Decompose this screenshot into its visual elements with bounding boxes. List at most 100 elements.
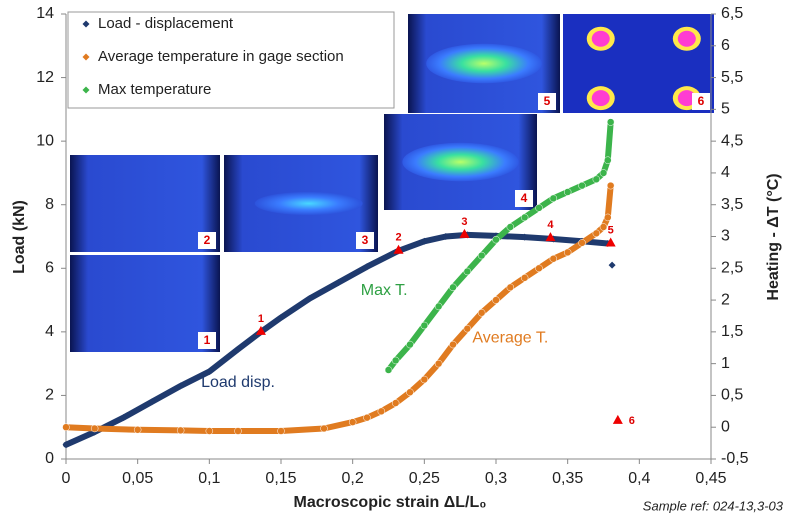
data-point [391, 399, 400, 407]
data-point [506, 223, 515, 231]
data-point [420, 375, 429, 384]
x-tick-label: 0,4 [628, 470, 650, 487]
image-label-box [356, 232, 374, 249]
series-annotation: Average T. [472, 329, 548, 346]
data-point [177, 382, 185, 390]
y-tick-label: 0 [45, 450, 54, 467]
image-label-box [692, 93, 710, 110]
x-tick-label: 0,25 [409, 470, 440, 487]
image-label: 2 [204, 233, 211, 247]
y-tick-label: 4 [45, 323, 54, 340]
data-point [434, 359, 443, 368]
data-point [449, 340, 457, 349]
event-marker [605, 237, 616, 247]
data-point [521, 233, 529, 241]
data-point [520, 213, 529, 222]
data-point [363, 263, 371, 271]
x-tick-label: 0,15 [265, 470, 296, 487]
x-tick-label: 0,2 [342, 470, 364, 487]
data-point [599, 223, 608, 231]
data-point [82, 20, 90, 28]
data-point [608, 261, 616, 269]
y2-tick-label: 5 [721, 101, 730, 118]
data-point [277, 427, 285, 435]
data-point [606, 118, 615, 126]
data-point [205, 368, 213, 376]
image-label-box [198, 332, 216, 349]
legend-label: Max temperature [98, 81, 211, 98]
data-point [604, 156, 612, 164]
data-point [119, 414, 127, 422]
plot-area: 0 0,05 0,1 0,15 0,2 0,25 0,3 0,35 0,4 0,450246810… [36, 5, 748, 487]
y2-tick-label: 0,5 [721, 387, 743, 404]
y2-tick-label: 1,5 [721, 323, 743, 340]
event-marker [612, 414, 623, 424]
data-point [82, 53, 90, 61]
y-tick-label: 8 [45, 196, 54, 213]
data-point [306, 294, 314, 302]
y-tick-label: 2 [45, 387, 54, 404]
y-tick-label: 12 [36, 69, 54, 86]
data-point [606, 181, 615, 190]
event-marker [255, 325, 266, 335]
data-point [334, 279, 342, 287]
data-point [604, 213, 612, 222]
x-tick-label: 0 [62, 470, 71, 487]
event-label: 4 [547, 219, 554, 231]
data-point [449, 283, 457, 292]
y2-tick-label: 3 [721, 228, 730, 245]
data-point [420, 237, 428, 245]
data-point [477, 251, 486, 260]
thermal-image [70, 155, 220, 252]
data-point [442, 233, 450, 240]
x-tick-label: 0,45 [695, 470, 726, 487]
data-point [578, 239, 586, 247]
data-point [463, 267, 472, 276]
data-point [62, 423, 70, 431]
y-tick-label: 6 [45, 260, 54, 277]
image-label-box [515, 190, 533, 207]
series-annotation: Max T. [361, 282, 408, 299]
hot-spot [677, 30, 696, 47]
y2-tick-label: 4,5 [721, 132, 743, 149]
data-point [578, 181, 586, 190]
y2-tick-label: 6,5 [721, 5, 743, 22]
image-label: 3 [362, 233, 369, 247]
data-point [320, 424, 328, 433]
y2-tick-label: 4 [721, 164, 730, 181]
data-point [148, 398, 156, 406]
data-point [549, 255, 558, 263]
y2-tick-label: 3,5 [721, 196, 743, 213]
data-point [535, 264, 543, 273]
x-tick-label: 0,05 [122, 470, 153, 487]
y2-tick-label: 2 [721, 291, 730, 308]
legend-box [67, 11, 395, 109]
data-point [492, 235, 500, 244]
data-point [535, 204, 543, 212]
thermal-image [70, 255, 220, 352]
data-point [377, 407, 386, 416]
data-point [563, 188, 572, 196]
x-tick-label: 0,1 [198, 470, 220, 487]
y2-tick-label: 6 [721, 37, 730, 54]
y2-tick-label: 0 [721, 418, 730, 435]
hot-zone [402, 142, 519, 182]
y-tick-label: 10 [36, 132, 54, 149]
y2-tick-label: 1 [721, 355, 730, 372]
data-point [176, 426, 185, 435]
data-point [133, 426, 142, 434]
y2-tick-label: 5,5 [721, 69, 743, 86]
image-label: 1 [204, 333, 211, 347]
legend-label: Average temperature in gage section [98, 48, 344, 65]
data-point [234, 427, 242, 435]
data-point [592, 175, 601, 184]
x-tick-label: 0,3 [485, 470, 507, 487]
data-point [434, 302, 443, 311]
y-axis-label: Load (kN) [11, 200, 28, 274]
data-point [463, 324, 472, 333]
y-tick-label: 14 [36, 5, 54, 22]
data-point [363, 413, 371, 422]
data-point [234, 345, 242, 353]
data-point [477, 309, 486, 317]
